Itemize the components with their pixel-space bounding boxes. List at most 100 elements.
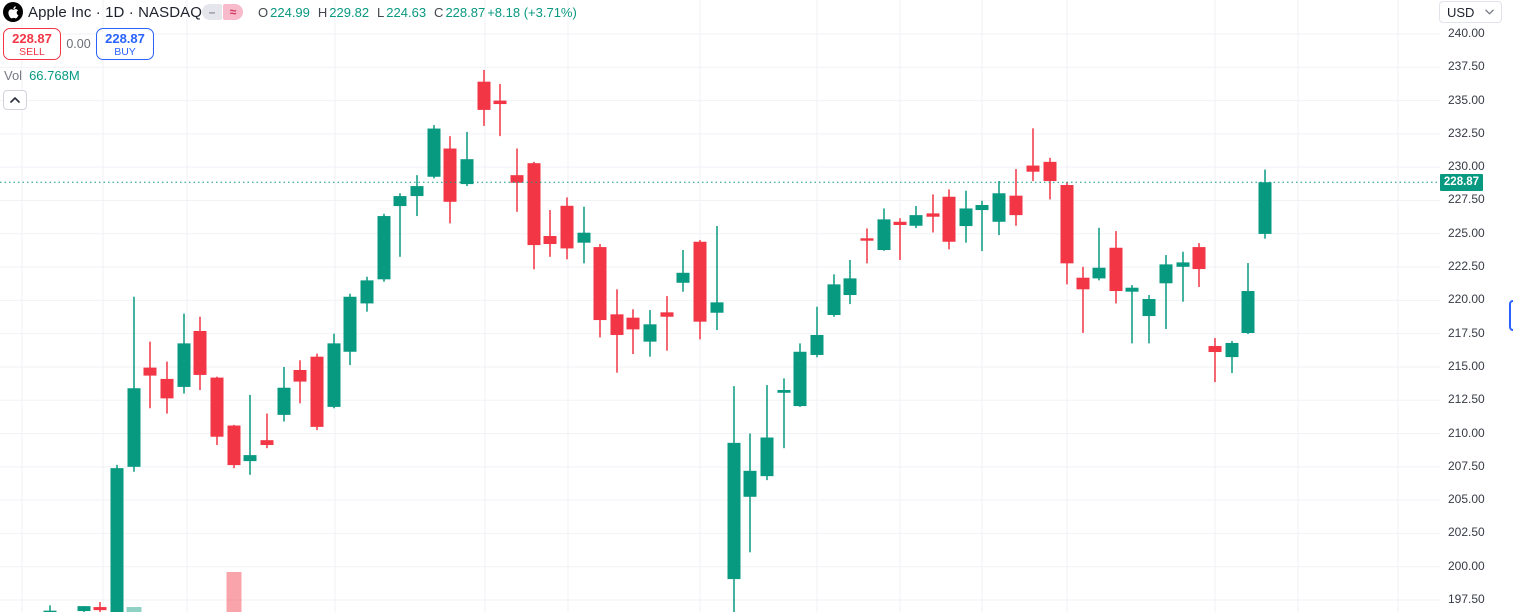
candle-wick xyxy=(783,378,785,449)
candle-wick xyxy=(816,306,818,358)
candle-down xyxy=(1060,185,1074,264)
current-price-tag: 228.87 xyxy=(1440,173,1483,191)
candle-wick xyxy=(99,601,101,612)
close-label: C xyxy=(434,5,444,20)
candle-down xyxy=(210,377,224,437)
clipped-order-widget[interactable] xyxy=(1509,300,1513,331)
candle-up xyxy=(793,351,807,407)
candle-down xyxy=(477,81,491,110)
candle-wick xyxy=(249,394,251,475)
candle-up xyxy=(643,324,657,342)
candle-up xyxy=(959,208,973,227)
axis-tick-label: 217.50 xyxy=(1448,325,1485,340)
sell-button[interactable]: 228.87 SELL xyxy=(3,28,61,60)
buy-button[interactable]: 228.87 BUY xyxy=(96,28,154,60)
candle-wick xyxy=(632,309,634,355)
candle-wick xyxy=(716,226,718,331)
candle-down xyxy=(260,440,274,445)
candle-up xyxy=(277,387,291,415)
candle-wick xyxy=(1032,128,1034,182)
candle-down xyxy=(1208,346,1222,353)
candle-down xyxy=(93,607,107,611)
candle-down xyxy=(626,317,640,330)
candle-down xyxy=(610,314,624,335)
candle-wick xyxy=(1082,266,1084,333)
candle-down xyxy=(926,213,940,217)
collapse-legend-button[interactable] xyxy=(3,90,27,110)
candle-wick xyxy=(1165,255,1167,329)
candle-up xyxy=(327,343,341,407)
currency-dropdown[interactable]: USD xyxy=(1439,1,1502,23)
candle-down xyxy=(660,312,674,317)
candle-up xyxy=(1092,267,1106,279)
candlestick-chart[interactable] xyxy=(0,0,1440,612)
candle-down xyxy=(543,236,557,245)
candle-up xyxy=(343,296,357,352)
candle-wick xyxy=(1098,227,1100,281)
candle-wick xyxy=(1148,295,1150,344)
candle-up xyxy=(410,186,424,197)
candle-down xyxy=(942,196,956,242)
candle-wick xyxy=(399,193,401,257)
legend-toggle-chips: – ≈ xyxy=(202,4,243,20)
candle-up xyxy=(43,610,57,612)
axis-tick-label: 222.50 xyxy=(1448,259,1485,274)
candle-down xyxy=(1109,247,1123,292)
axis-tick-label: 237.50 xyxy=(1448,59,1485,74)
candle-wick xyxy=(981,200,983,252)
candle-down xyxy=(693,241,707,322)
candle-up xyxy=(1125,287,1139,292)
buy-label: BUY xyxy=(114,46,136,58)
currency-value: USD xyxy=(1447,4,1475,20)
candle-wick xyxy=(1182,251,1184,302)
candle-wick xyxy=(299,360,301,404)
candle-up xyxy=(877,219,891,251)
candle-wick xyxy=(499,83,501,137)
candle-up xyxy=(1258,182,1272,234)
candle-down xyxy=(310,356,324,427)
axis-tick-label: 215.00 xyxy=(1448,358,1485,373)
candle-down xyxy=(493,100,507,105)
candle-wick xyxy=(1131,285,1133,344)
candle-up xyxy=(1241,291,1255,333)
price-axis[interactable]: 240.00 237.50 235.00 232.50 230.00 227.50 225.… xyxy=(1440,0,1513,612)
candle-up xyxy=(393,196,407,207)
volume-legend: Vol 66.768M xyxy=(4,68,80,83)
candle-up xyxy=(760,437,774,477)
candle-wick xyxy=(466,131,468,187)
low-value: 224.63 xyxy=(386,5,427,20)
candle-up xyxy=(1225,342,1239,358)
high-label: H xyxy=(317,5,328,20)
candle-down xyxy=(560,205,574,249)
candle-up xyxy=(127,388,141,467)
candle-wick xyxy=(1214,338,1216,383)
approx-values-icon[interactable]: ≈ xyxy=(223,4,243,20)
axis-tick-label: 220.00 xyxy=(1448,292,1485,307)
candle-up xyxy=(909,215,923,226)
volume-bar xyxy=(226,572,242,612)
candle-wick xyxy=(766,385,768,481)
candle-wick xyxy=(266,413,268,449)
symbol-title[interactable]: Apple Inc · 1D · NASDAQ xyxy=(28,4,203,21)
axis-tick-label: 235.00 xyxy=(1448,92,1485,107)
axis-tick-label: 225.00 xyxy=(1448,225,1485,240)
axis-tick-label: 212.50 xyxy=(1448,392,1485,407)
axis-tick-label: 207.50 xyxy=(1448,458,1485,473)
axis-tick-label: 230.00 xyxy=(1448,159,1485,174)
axis-tick-label: 227.50 xyxy=(1448,192,1485,207)
candle-up xyxy=(360,280,374,304)
candle-up xyxy=(827,284,841,316)
candle-wick xyxy=(49,605,51,612)
candle-up xyxy=(843,278,857,296)
volume-label: Vol xyxy=(4,68,23,83)
candle-down xyxy=(193,330,207,375)
candle-wick xyxy=(866,228,868,264)
candle-down xyxy=(593,247,607,321)
volume-value: 66.768M xyxy=(29,68,80,83)
candle-down xyxy=(143,367,157,376)
hide-indicator-icon[interactable]: – xyxy=(202,4,222,20)
candle-down xyxy=(1192,247,1206,270)
candle-up xyxy=(177,343,191,387)
chevron-up-icon xyxy=(10,97,20,103)
apple-logo-icon xyxy=(3,2,23,22)
